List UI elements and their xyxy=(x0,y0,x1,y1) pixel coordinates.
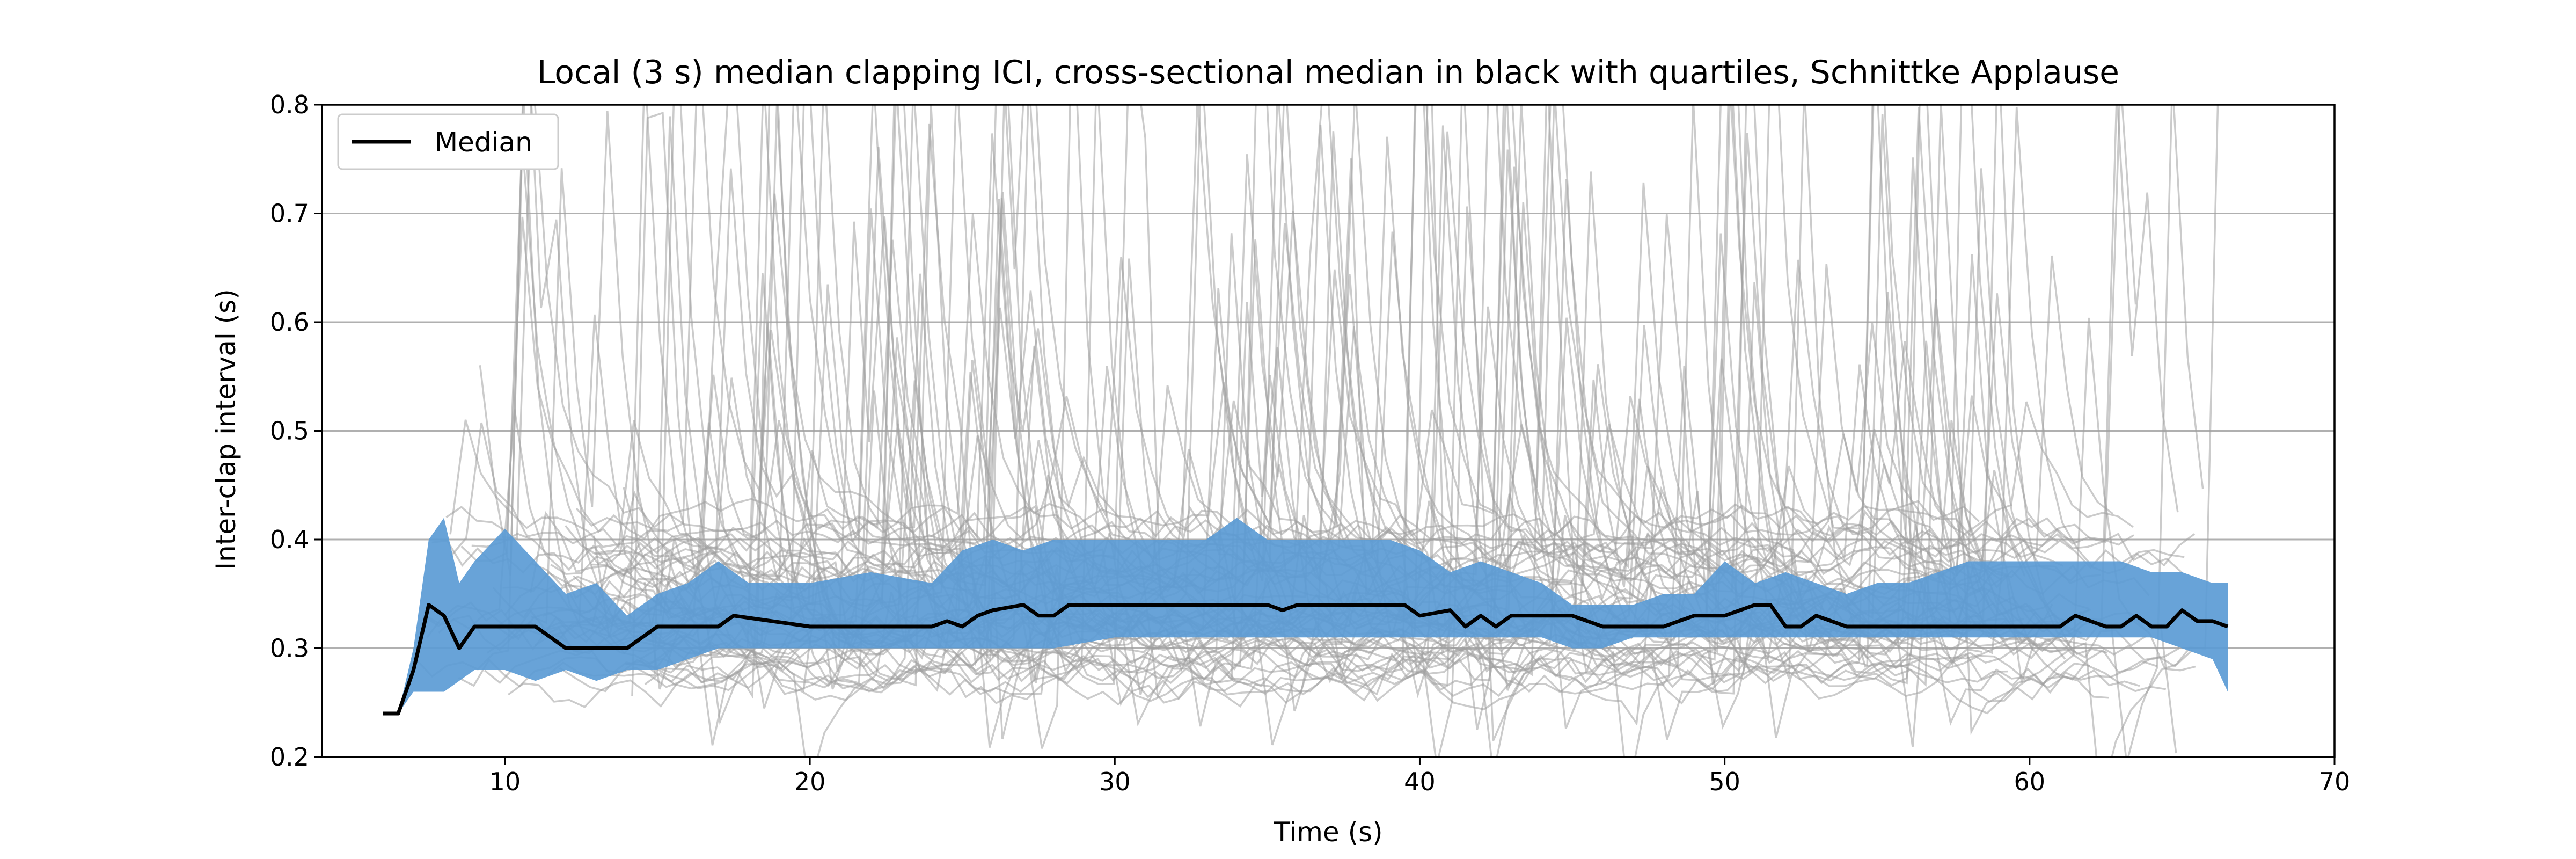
x-axis-ticks: 10 20 30 40 50 60 70 xyxy=(489,757,2351,796)
x-tick-label: 70 xyxy=(2319,767,2351,796)
chart-title: Local (3 s) median clapping ICI, cross-s… xyxy=(537,54,2119,91)
y-axis-label: Inter-clap interval (s) xyxy=(210,289,241,570)
y-axis-ticks: 0.2 0.3 0.4 0.5 0.6 0.7 0.8 xyxy=(270,90,322,771)
x-tick-label: 10 xyxy=(489,767,521,796)
quartile-band xyxy=(383,518,2228,714)
individual-trace xyxy=(655,216,1982,674)
median-line xyxy=(383,603,2229,716)
legend-box xyxy=(337,113,559,170)
legend: Median xyxy=(337,113,559,170)
x-tick-label: 60 xyxy=(2014,767,2046,796)
individual-trace xyxy=(529,105,2101,655)
individual-trace xyxy=(626,105,2166,693)
individual-trace xyxy=(559,105,2008,729)
y-tick-label: 0.3 xyxy=(270,634,309,663)
median-series xyxy=(383,603,2229,716)
x-tick-label: 20 xyxy=(794,767,826,796)
quartile-area xyxy=(383,518,2228,714)
x-tick-label: 50 xyxy=(1709,767,1740,796)
individual-trace xyxy=(501,105,2134,646)
x-axis-label: Time (s) xyxy=(1273,817,1382,848)
y-tick-label: 0.5 xyxy=(270,417,309,446)
legend-median-label: Median xyxy=(435,127,532,158)
y-tick-label: 0.7 xyxy=(270,199,309,228)
y-tick-label: 0.4 xyxy=(270,525,309,554)
x-tick-label: 30 xyxy=(1099,767,1131,796)
individual-trace xyxy=(471,105,2196,683)
y-tick-label: 0.8 xyxy=(270,90,309,119)
x-tick-label: 40 xyxy=(1404,767,1436,796)
y-tick-label: 0.6 xyxy=(270,308,309,337)
y-tick-label: 0.2 xyxy=(270,742,309,771)
individual-trace xyxy=(565,105,2137,637)
